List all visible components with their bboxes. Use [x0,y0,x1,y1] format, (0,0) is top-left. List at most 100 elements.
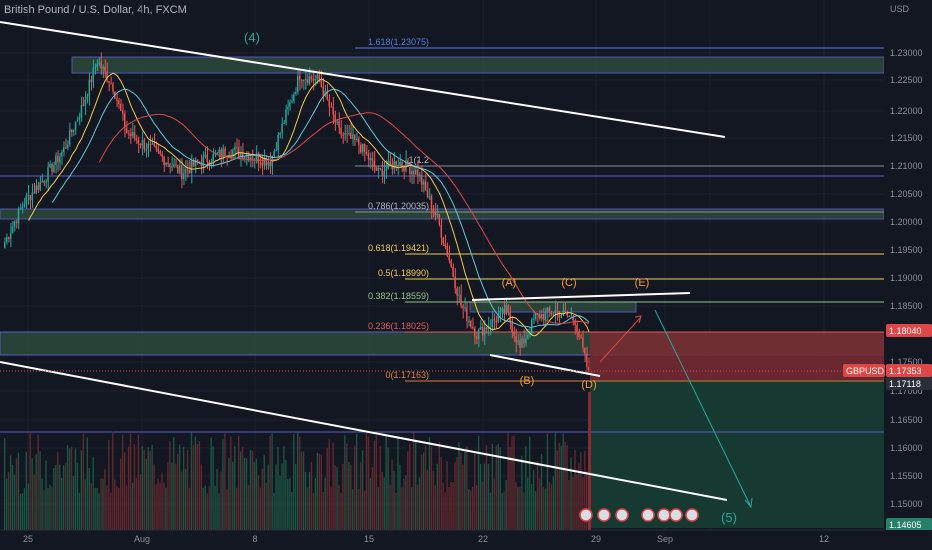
volume-bar [371,467,374,530]
candle-body [106,71,108,82]
volume-bar [51,486,53,530]
volume-bar [352,489,354,530]
candle-body [306,79,309,84]
candle-body [375,167,378,171]
volume-bar [241,446,244,530]
volume-bar [444,492,446,530]
candle-body [25,195,27,205]
volume-bar [513,435,515,530]
candle-body [401,162,403,166]
candle-body [35,185,37,194]
candle-body [216,153,218,155]
volume-bar [357,489,360,530]
volume-bar [47,488,49,530]
resistance-zone [71,56,885,74]
volume-bar [336,467,338,530]
volume-bar [534,491,537,530]
candle-body [180,165,183,180]
candle-body [200,162,203,167]
candle-body [135,138,138,140]
candle-body [348,133,350,135]
candle-body [312,79,315,81]
candle-body [49,163,51,168]
volume-bar [169,441,171,530]
volume-bar [576,474,578,530]
wave-label: (B) [520,375,535,387]
volume-bar [137,434,140,530]
candle-body [444,243,446,246]
volume-bar [582,477,584,530]
volume-bar [269,435,271,530]
volume-bar [49,484,51,530]
candle-body [127,133,130,135]
event-flag-icon [685,508,699,522]
candle-body [342,134,344,136]
candle-body [566,312,568,316]
volume-bar [503,491,505,530]
volume-bar [86,437,88,530]
candle-body [481,326,484,336]
candle-body [477,329,480,339]
candle-body [503,308,505,315]
candle-body [291,100,293,102]
candle-body [572,316,574,321]
candle-body [116,98,118,101]
y-tick-label: 1.16500 [890,415,923,425]
candle-body [357,138,360,145]
candle-body [456,288,458,296]
candle-body [78,117,81,120]
volume-bar [306,487,309,530]
candle-body [405,160,407,171]
candle-body [249,157,252,161]
y-tick-label: 1.22000 [890,106,923,116]
volume-bar [322,491,324,530]
candle-body [499,310,501,316]
candle-body [222,148,224,158]
candle-body [277,135,279,151]
volume-bar [141,446,144,530]
volume-bar [224,433,226,530]
candle-body [473,328,476,337]
volume-bar [289,477,291,530]
candle-body [527,334,529,339]
candle-body [582,337,584,348]
candle-body [436,213,438,216]
volume-bar [17,452,20,530]
volume-bar [521,455,523,530]
volume-bar [139,474,142,530]
candle-body [234,146,236,150]
candle-body [556,310,558,312]
candle-body [355,138,358,141]
candle-body [104,66,106,72]
volume-bar [267,464,269,530]
candle-body [336,121,338,123]
candle-body [460,294,462,306]
candle-body [74,121,77,131]
volume-bar [531,484,533,530]
volume-bar [515,481,517,530]
event-flag-icon [669,508,683,522]
candle-body [61,152,63,157]
candle-body [497,315,499,323]
volume-bar [405,475,407,530]
volume-bar [173,437,175,530]
candle-body [322,86,324,96]
candle-body [519,340,521,348]
volume-bar [489,492,492,530]
candle-body [517,340,519,343]
candle-body [204,154,206,157]
volume-bar [251,450,254,530]
volume-bar [300,451,303,530]
event-flag-icon [597,508,611,522]
volume-bar [385,436,387,530]
candle-body [580,336,582,338]
event-flag-icon [579,508,593,522]
arrow-head [744,497,753,509]
volume-bar [344,435,346,530]
volume-bar [9,455,12,530]
volume-bar [527,477,529,530]
volume-bar [273,492,275,530]
volume-bar [4,438,6,530]
candle-body [68,129,71,145]
